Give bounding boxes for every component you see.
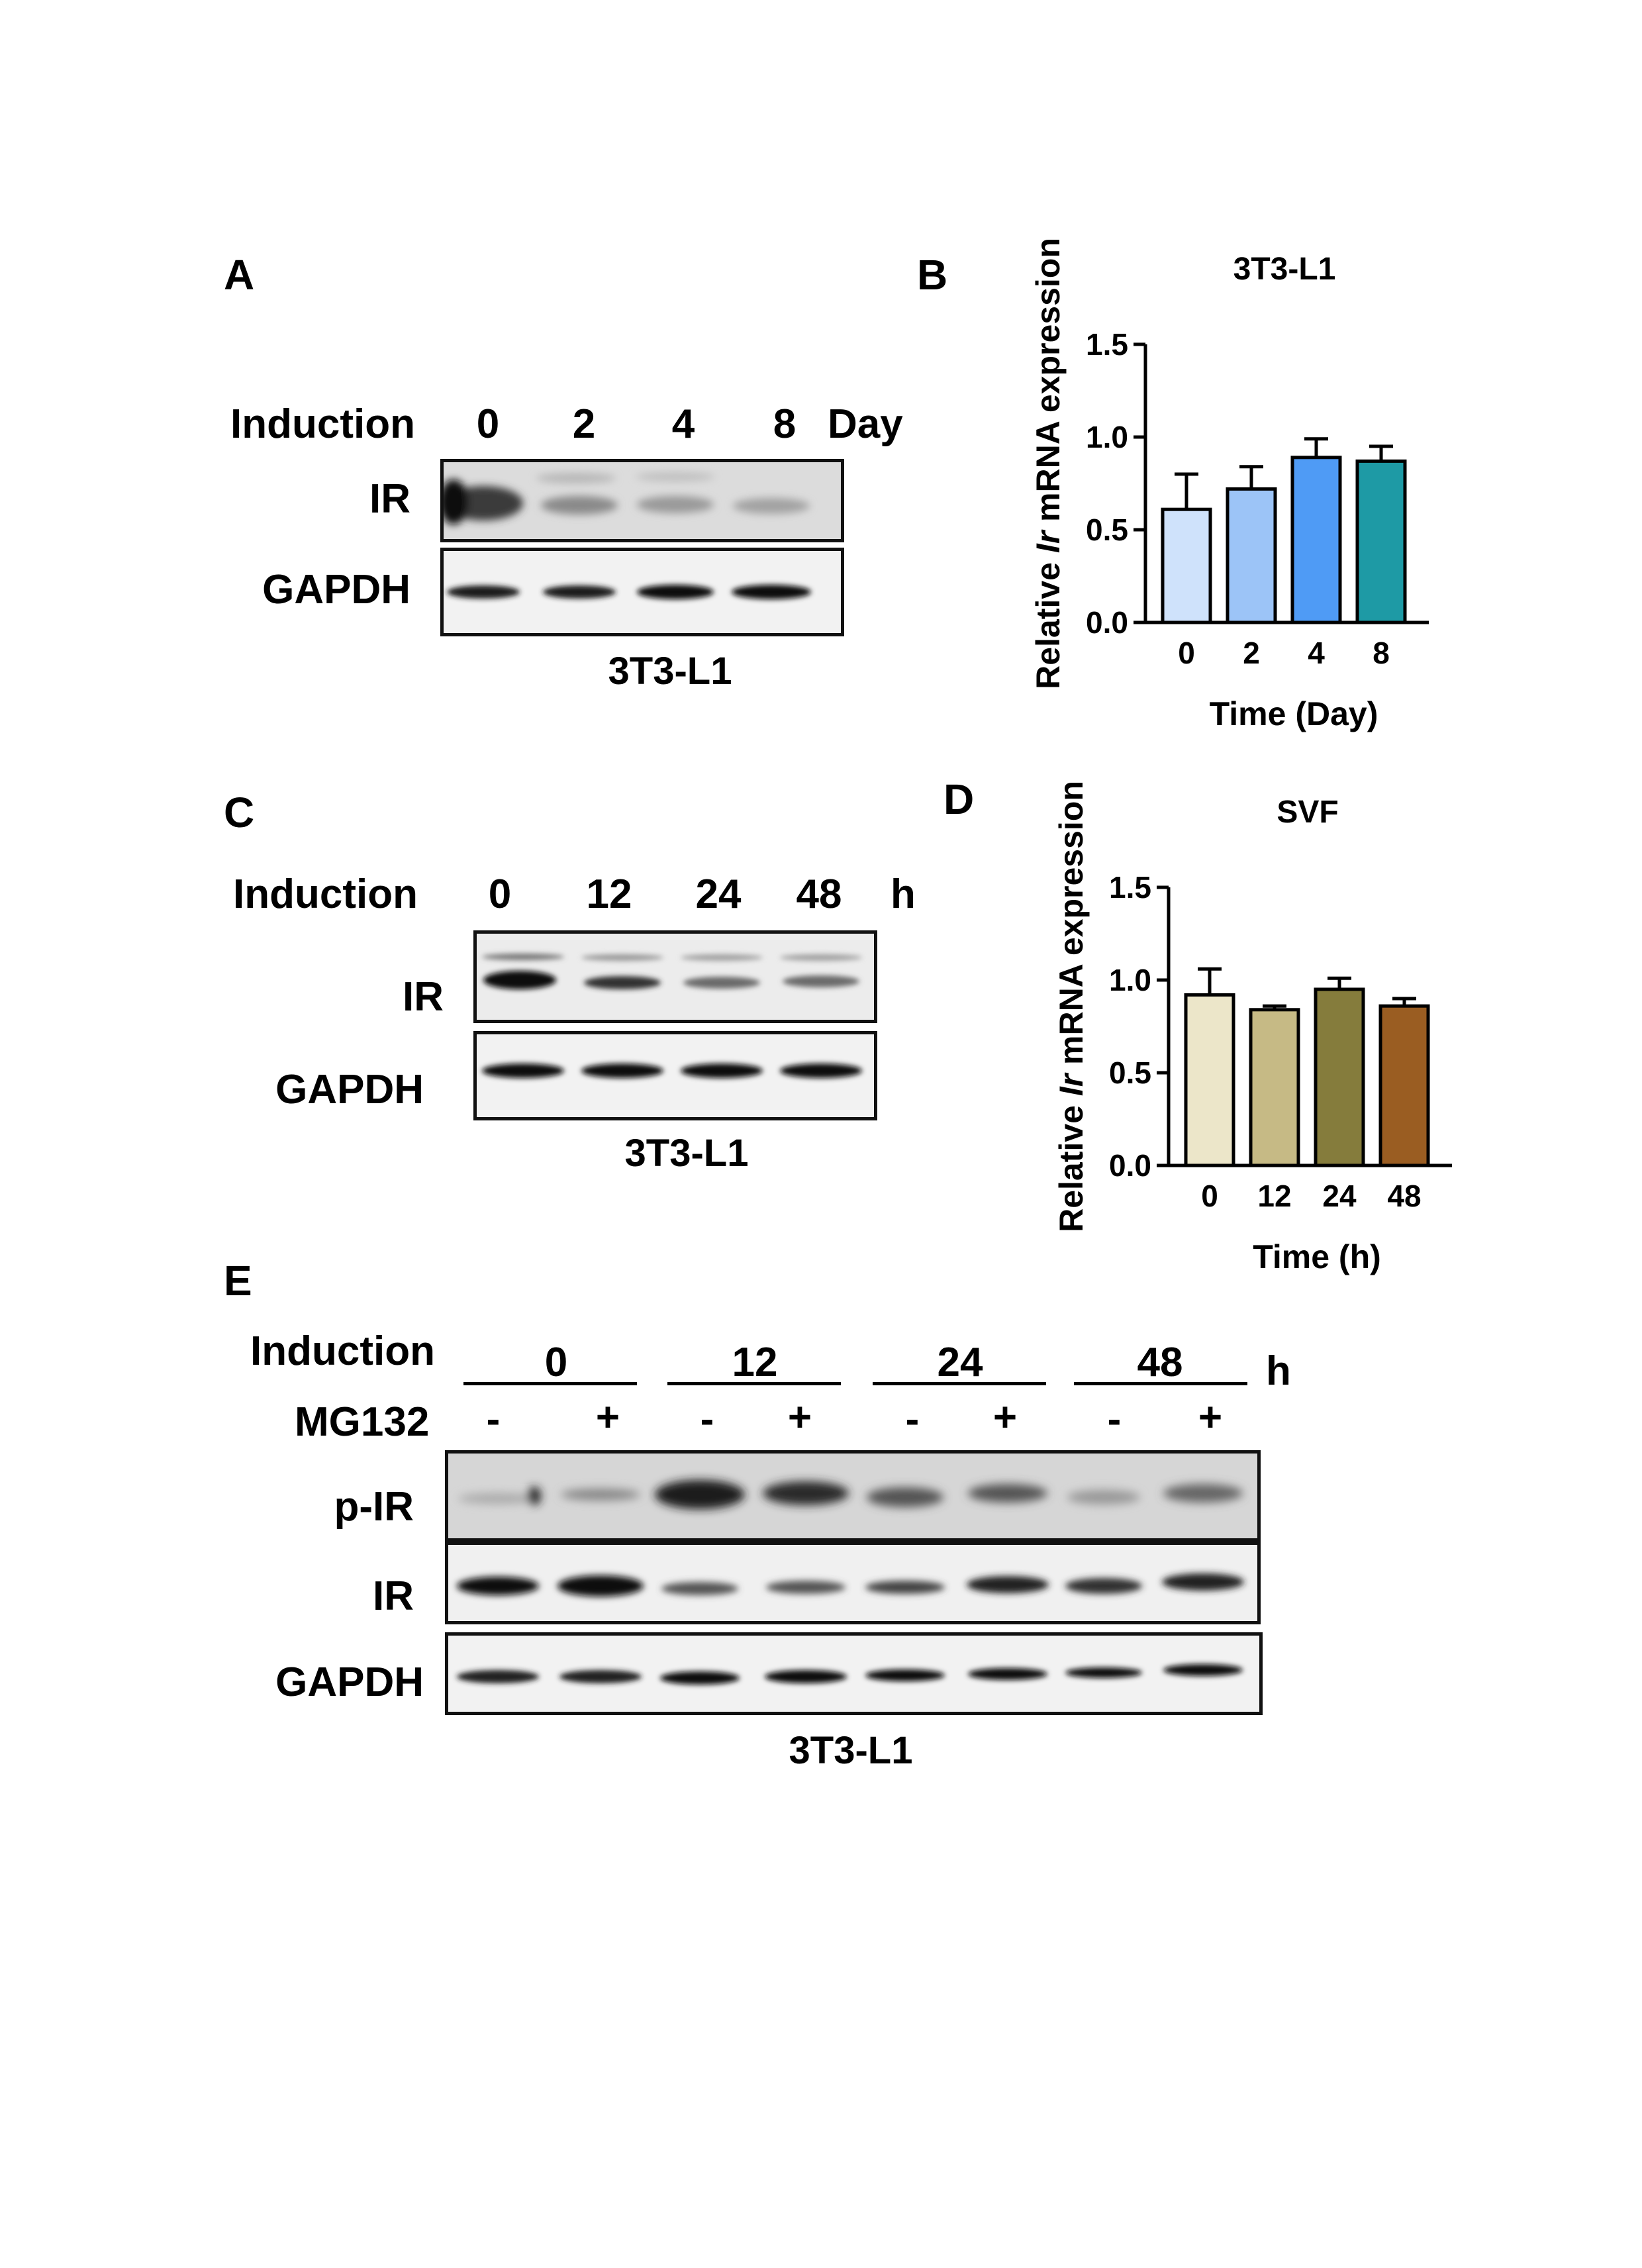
bar: [1355, 459, 1407, 624]
panel-e-treatment-label: MG132: [295, 1399, 430, 1445]
panel-e-group-line: [667, 1382, 841, 1385]
chart-title: SVF: [1277, 795, 1338, 830]
panel-a-induction-label: Induction: [230, 401, 415, 447]
panel-e-group-line: [1074, 1382, 1247, 1385]
y-tick-label: 0.0: [1109, 1148, 1151, 1183]
panel-b-label: B: [917, 251, 948, 299]
panel-e-group-line: [463, 1382, 637, 1385]
panel-d-label: D: [943, 775, 975, 823]
panel-c-lane-label: 0: [488, 871, 512, 917]
panel-c-lane-label: 12: [586, 871, 632, 917]
panel-a-label: A: [224, 251, 255, 299]
y-tick-label: 1.0: [1109, 963, 1151, 997]
panel-e-row-label-ir: IR: [373, 1573, 414, 1619]
panel-e-group-label: 48: [1137, 1340, 1183, 1385]
chart-title: 3T3-L1: [1233, 252, 1336, 287]
x-tick-label: 12: [1257, 1179, 1291, 1213]
panel-e-sign: -: [905, 1397, 920, 1442]
panel-e-label: E: [224, 1257, 252, 1305]
panel-c-lane-label: 48: [796, 871, 842, 917]
panel-e-unit-label: h: [1266, 1348, 1291, 1394]
chart-b: 3T3-L1 Relative Ir mRNA expression 0.0 0.5 1…: [1030, 238, 1429, 732]
panel-e-sign: +: [787, 1395, 812, 1440]
panel-e-ir-blot: [445, 1542, 1261, 1624]
panel-c-row-label-ir: IR: [403, 974, 444, 1020]
panel-e-group-label: 0: [544, 1340, 568, 1385]
x-tick-label: 0: [1178, 636, 1195, 670]
bar: [1161, 507, 1212, 624]
panel-e-group-label: 24: [937, 1340, 983, 1385]
bar: [1184, 993, 1235, 1167]
y-tick-label: 1.0: [1086, 420, 1128, 454]
panel-a-unit-label: Day: [828, 401, 903, 447]
y-axis-label: Relative Ir mRNA expression: [1030, 238, 1067, 689]
bar: [1290, 456, 1342, 624]
panel-e-sign: +: [595, 1395, 620, 1440]
panel-e-row-label-pir: p-IR: [334, 1484, 414, 1530]
x-tick-label: 8: [1373, 636, 1390, 670]
panel-e-gapdh-blot: [445, 1632, 1263, 1715]
panel-e-group-line: [873, 1382, 1046, 1385]
chart-d: SVF Relative Ir mRNA expression 0.0 0.5 1.0 1…: [1053, 781, 1452, 1275]
panel-a-lane-label: 4: [671, 401, 695, 447]
panel-e-induction-label: Induction: [250, 1328, 435, 1374]
panel-c-unit-label: h: [891, 871, 916, 917]
panel-c-gapdh-blot: [473, 1031, 877, 1120]
panel-a-cell-line: 3T3-L1: [608, 650, 732, 693]
y-tick-label: 0.0: [1086, 605, 1128, 640]
panel-c-induction-label: Induction: [233, 871, 418, 917]
bar: [1378, 1004, 1430, 1167]
panel-e-group-label: 12: [732, 1340, 778, 1385]
panel-a-lane-label: 0: [476, 401, 500, 447]
panel-c-label: C: [224, 789, 255, 836]
panel-e-sign: +: [992, 1395, 1018, 1440]
y-tick-label: 0.5: [1109, 1056, 1151, 1090]
x-axis-label: Time (h): [1253, 1238, 1381, 1275]
bar: [1226, 487, 1277, 624]
y-axis-label: Relative Ir mRNA expression: [1053, 781, 1090, 1232]
y-tick-label: 1.5: [1109, 870, 1151, 905]
x-tick-label: 2: [1243, 636, 1260, 670]
panel-a-ir-blot: [440, 459, 844, 542]
panel-c-row-label-gapdh: GAPDH: [275, 1067, 424, 1112]
panel-a-lane-label: 2: [572, 401, 596, 447]
x-axis-label: Time (Day): [1210, 695, 1378, 732]
bar: [1314, 987, 1365, 1167]
panel-a-row-label-gapdh: GAPDH: [262, 567, 410, 613]
bar: [1249, 1008, 1300, 1167]
panel-e-row-label-gapdh: GAPDH: [275, 1659, 424, 1705]
panel-a-row-label-ir: IR: [369, 476, 410, 522]
panel-e-cell-line: 3T3-L1: [789, 1729, 913, 1772]
panel-c-cell-line: 3T3-L1: [624, 1132, 749, 1175]
panel-e-sign: -: [700, 1397, 714, 1442]
panel-a-gapdh-blot: [440, 548, 844, 636]
panel-e-sign: -: [1107, 1397, 1122, 1442]
x-tick-label: 48: [1387, 1179, 1421, 1213]
y-tick-label: 1.5: [1086, 327, 1128, 362]
x-tick-label: 0: [1201, 1179, 1218, 1213]
x-tick-label: 4: [1308, 636, 1325, 670]
panel-e-sign: +: [1198, 1395, 1223, 1440]
panel-c-ir-blot: [473, 930, 877, 1023]
panel-a-lane-label: 8: [773, 401, 797, 447]
x-tick-label: 24: [1322, 1179, 1357, 1213]
panel-e-sign: -: [486, 1397, 501, 1442]
panel-e-pir-blot: [445, 1450, 1261, 1542]
panel-c-lane-label: 24: [695, 871, 742, 917]
y-tick-label: 0.5: [1086, 513, 1128, 547]
